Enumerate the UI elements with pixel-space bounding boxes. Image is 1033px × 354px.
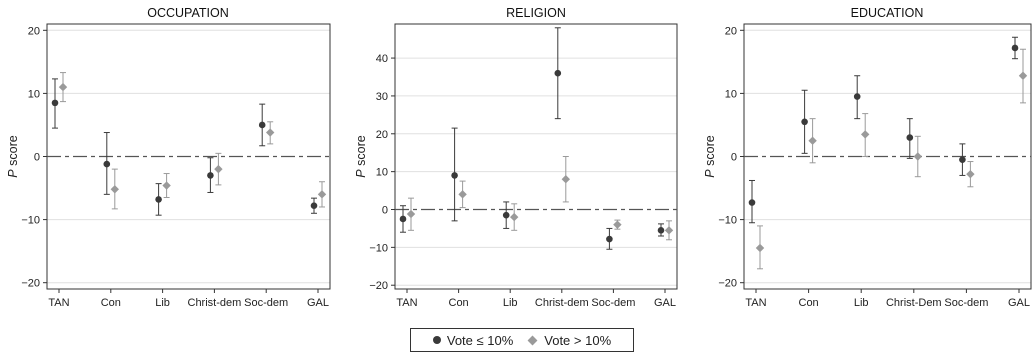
x-tick-label: Lib xyxy=(155,297,170,309)
x-tick-label: GAL xyxy=(307,297,329,309)
data-point-low xyxy=(399,215,407,223)
y-tick-label: −20 xyxy=(21,278,40,290)
legend-label-high: Vote > 10% xyxy=(544,332,612,348)
data-point-high xyxy=(266,128,275,137)
data-point-high xyxy=(58,82,68,92)
data-point-high xyxy=(561,175,570,184)
circle-marker-icon xyxy=(432,336,441,344)
data-point-high xyxy=(808,136,817,145)
data-point-high xyxy=(613,220,622,229)
x-tick-label: Lib xyxy=(854,297,869,309)
x-tick-label: TAN xyxy=(745,297,766,309)
data-point-high xyxy=(913,152,922,161)
y-tick-label: 20 xyxy=(28,25,40,37)
data-point-high xyxy=(755,243,765,253)
y-tick-label: 10 xyxy=(28,88,40,100)
data-point-high xyxy=(861,130,870,139)
x-tick-label: Con xyxy=(449,297,469,309)
x-tick-label: Christ-dem xyxy=(188,297,242,309)
y-axis-label: P score xyxy=(6,135,20,177)
data-point-low xyxy=(103,160,111,168)
x-tick-label: Lib xyxy=(503,297,518,309)
data-point-low xyxy=(606,235,613,243)
x-tick-label: Soc-dem xyxy=(944,297,988,309)
data-point-low xyxy=(853,93,861,100)
y-tick-label: −10 xyxy=(718,215,737,227)
data-point-low xyxy=(207,172,214,179)
y-tick-label: 20 xyxy=(725,25,737,37)
x-tick-label: Con xyxy=(799,297,819,309)
y-axis-label: P score xyxy=(703,135,717,177)
data-point-high xyxy=(458,190,467,199)
data-point-high xyxy=(317,190,327,199)
chart-title: EDUCATION xyxy=(851,6,924,20)
y-tick-label: −10 xyxy=(21,215,40,227)
chart-title: OCCUPATION xyxy=(147,6,228,20)
legend: Vote ≤ 10% Vote > 10% xyxy=(410,328,634,352)
data-point-high xyxy=(214,164,223,174)
data-point-low xyxy=(310,202,318,210)
x-tick-label: TAN xyxy=(48,297,69,309)
data-point-low xyxy=(502,211,510,219)
data-point-low xyxy=(51,99,59,107)
panel-occupation: OCCUPATION −20 −10 0 10 20 P score TAN Con Lib Chr… xyxy=(6,6,331,309)
x-tick-label: Christ-Dem xyxy=(886,297,942,309)
y-tick-label: −10 xyxy=(369,242,388,254)
data-point-low xyxy=(155,196,162,203)
x-tick-label: Soc-dem xyxy=(591,297,635,309)
data-point-low xyxy=(1011,44,1019,52)
data-point-low xyxy=(657,227,665,234)
y-tick-label: 10 xyxy=(725,88,737,100)
data-point-high xyxy=(1018,71,1028,80)
data-point-low xyxy=(748,199,756,206)
legend-label-low: Vote ≤ 10% xyxy=(446,332,514,348)
x-tick-label: GAL xyxy=(654,297,676,309)
y-tick-label: 0 xyxy=(382,205,388,217)
data-point-high xyxy=(966,169,975,179)
data-point-high xyxy=(510,212,519,222)
data-point-low xyxy=(451,172,458,179)
panel-religion: RELIGION −20 −10 0 10 20 30 40 P score TAN Con Lib C… xyxy=(354,6,678,309)
data-point-low xyxy=(959,156,966,163)
data-point-low xyxy=(258,121,266,129)
y-tick-label: 30 xyxy=(376,91,388,103)
data-point-low xyxy=(554,69,562,77)
x-tick-label: Con xyxy=(101,297,121,309)
legend-entry-high: Vote > 10% xyxy=(527,333,611,348)
data-point-high xyxy=(162,181,171,190)
data-point-high xyxy=(110,185,119,194)
x-tick-label: Soc-dem xyxy=(244,297,288,309)
data-point-high xyxy=(406,209,416,219)
x-tick-label: TAN xyxy=(396,297,417,309)
y-tick-label: 40 xyxy=(376,53,388,65)
plot-frame xyxy=(394,23,678,290)
y-axis-label: P score xyxy=(354,135,368,177)
y-tick-label: 20 xyxy=(376,129,388,141)
y-tick-label: −20 xyxy=(369,280,388,292)
legend-entry-low: Vote ≤ 10% xyxy=(432,332,514,348)
x-tick-label: GAL xyxy=(1008,297,1030,309)
chart-title: RELIGION xyxy=(506,6,566,20)
diamond-marker-icon xyxy=(527,335,538,345)
y-tick-label: 0 xyxy=(34,152,40,164)
data-point-high xyxy=(664,226,674,235)
panel-education: EDUCATION −20 −10 0 10 20 P score TAN Con Lib Chri… xyxy=(703,6,1032,309)
x-tick-label: Christ-dem xyxy=(535,297,589,309)
y-tick-label: 10 xyxy=(376,167,388,179)
y-tick-label: 0 xyxy=(731,152,737,164)
data-point-low xyxy=(801,118,808,126)
data-point-low xyxy=(906,134,914,141)
y-tick-label: −20 xyxy=(718,278,737,290)
